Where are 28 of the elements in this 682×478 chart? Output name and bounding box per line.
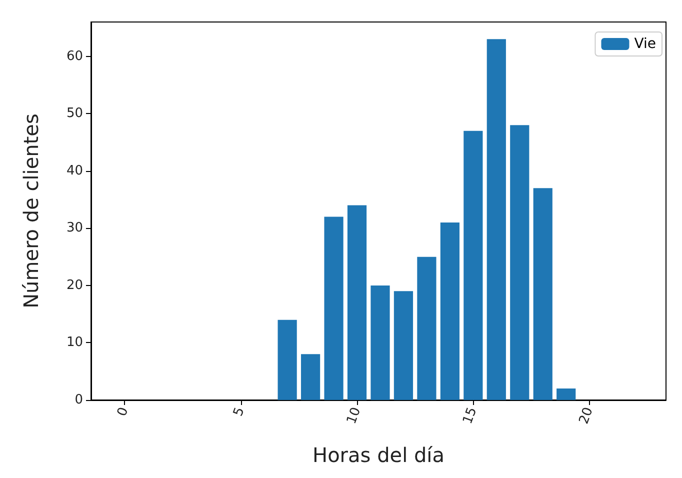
y-axis-title: Número de clientes [19,114,43,308]
bar [486,39,506,400]
y-tick-label: 0 [74,392,83,408]
bar [370,285,390,400]
bar [394,291,414,400]
y-tick-label: 40 [66,163,83,178]
bar [347,205,367,400]
x-axis-title: Horas del día [312,443,444,467]
y-tick-label: 60 [66,48,83,64]
bar [510,125,530,400]
x-tick-label: 20 [576,405,596,426]
bar [278,320,297,400]
bar [324,216,344,400]
y-tick-label: 50 [66,106,83,122]
legend-label: Vie [634,36,656,52]
bar [533,188,552,400]
bar [556,388,576,400]
bar [440,222,460,400]
y-tick-label: 20 [66,278,83,293]
y-tick-label: 10 [66,335,83,350]
x-tick-label: 0 [114,405,132,418]
bar [417,256,436,400]
y-tick-label: 30 [66,220,83,236]
x-tick-label: 15 [460,405,480,426]
bar [300,354,320,400]
bar [464,130,483,400]
x-tick-label: 10 [344,405,364,426]
x-tick-label: 5 [230,405,248,418]
